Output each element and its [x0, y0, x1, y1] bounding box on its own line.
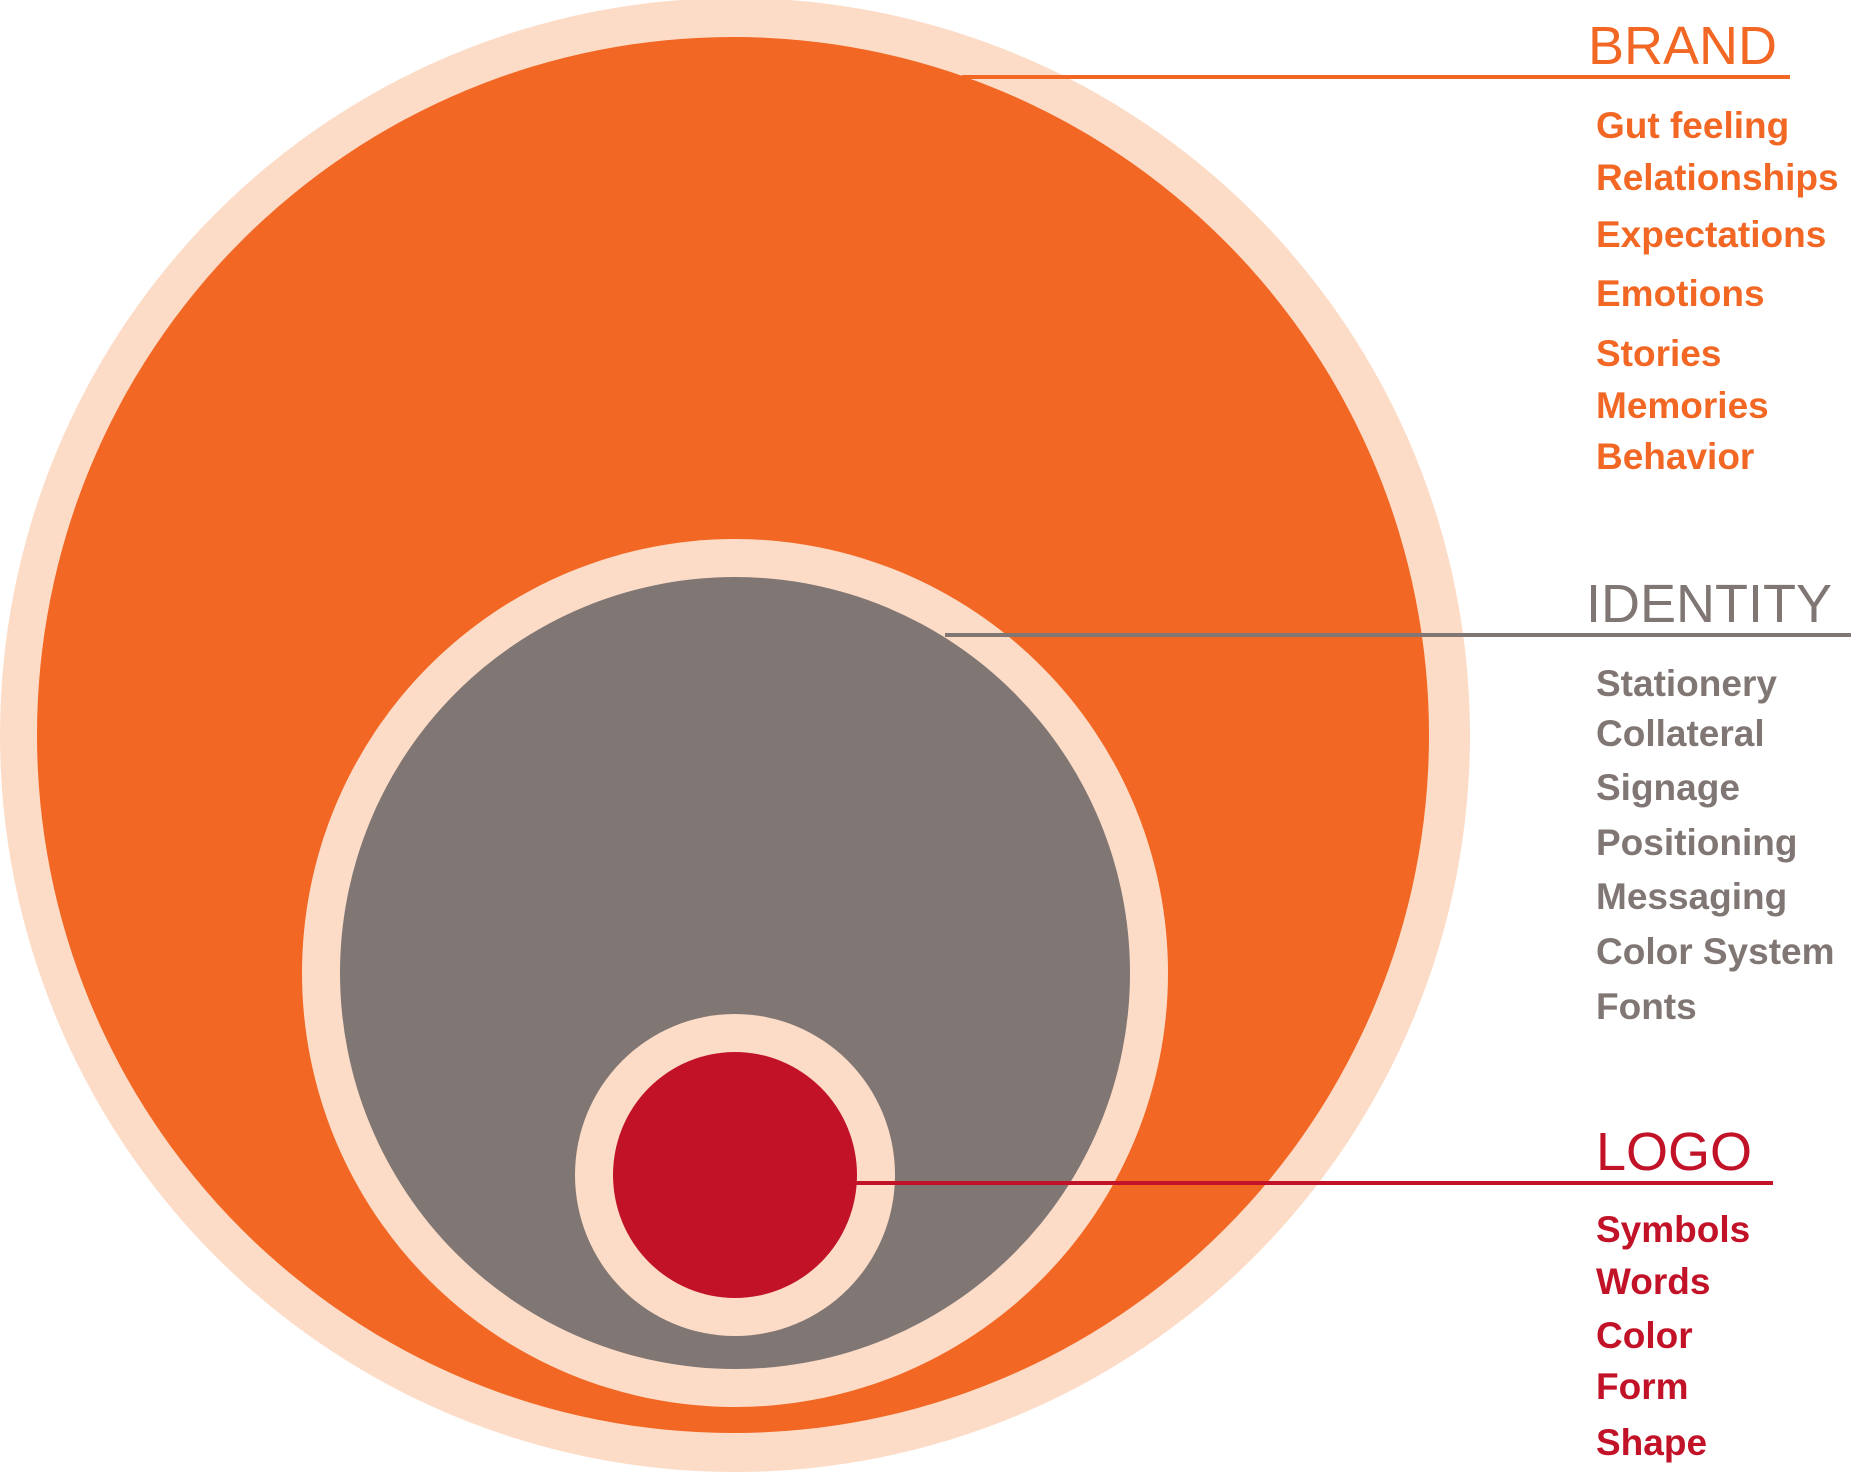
- identity-item: Messaging: [1596, 876, 1787, 917]
- logo-item: Color: [1596, 1315, 1693, 1356]
- identity-circle-group: [302, 539, 1168, 1407]
- identity-item: Positioning: [1596, 822, 1797, 863]
- brand-heading: BRAND: [1588, 16, 1777, 76]
- logo-circle-group: [575, 1014, 895, 1336]
- logo-heading: LOGO: [1596, 1122, 1752, 1182]
- brand-item: Expectations: [1596, 214, 1826, 255]
- identity-item: Fonts: [1596, 986, 1697, 1027]
- identity-item: Stationery: [1596, 663, 1777, 704]
- brand-item: Relationships: [1596, 157, 1839, 198]
- identity-label-group: IDENTITY Stationery Collateral Signage P…: [1586, 574, 1835, 1027]
- logo-item: Symbols: [1596, 1209, 1750, 1250]
- logo-item: Shape: [1596, 1422, 1707, 1463]
- identity-item: Signage: [1596, 767, 1740, 808]
- brand-item: Behavior: [1596, 436, 1754, 477]
- identity-circle: [340, 577, 1130, 1369]
- logo-circle: [613, 1052, 857, 1298]
- brand-label-group: BRAND Gut feeling Relationships Expectat…: [1588, 16, 1839, 477]
- identity-item: Color System: [1596, 931, 1835, 972]
- brand-item: Stories: [1596, 333, 1721, 374]
- brand-item: Memories: [1596, 385, 1769, 426]
- identity-item: Collateral: [1596, 713, 1765, 754]
- logo-item: Words: [1596, 1261, 1710, 1302]
- brand-item: Gut feeling: [1596, 105, 1789, 146]
- logo-label-group: LOGO Symbols Words Color Form Shape: [1596, 1122, 1752, 1463]
- identity-heading: IDENTITY: [1586, 574, 1832, 634]
- brand-item: Emotions: [1596, 273, 1765, 314]
- logo-item: Form: [1596, 1366, 1689, 1407]
